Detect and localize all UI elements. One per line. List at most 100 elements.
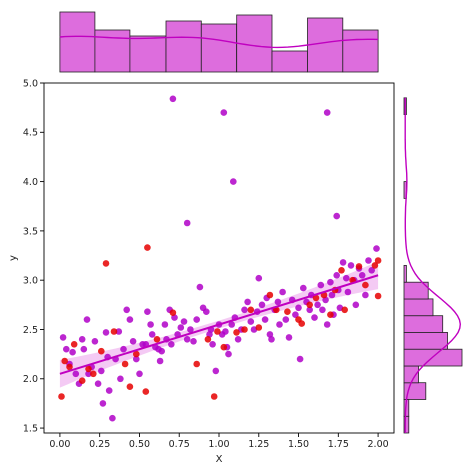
red-data-point (85, 365, 92, 373)
red-data-point (214, 328, 221, 335)
red-data-point (374, 257, 382, 264)
marginal-y-bar (403, 315, 444, 333)
purple-data-point (126, 316, 134, 323)
red-data-point (327, 311, 334, 319)
purple-data-point (177, 324, 185, 331)
purple-data-point (306, 306, 314, 314)
purple-data-point (285, 334, 293, 341)
purple-data-point (80, 345, 88, 353)
purple-data-point (193, 316, 200, 323)
purple-data-point (279, 288, 286, 296)
y-tick-label: 3.0 (23, 276, 38, 287)
purple-data-point (296, 355, 304, 363)
purple-data-point (148, 331, 156, 338)
x-tick-label: 2.00 (368, 439, 389, 450)
purple-data-point (333, 212, 341, 220)
purple-data-point (105, 387, 113, 394)
marginal-x-kde-curve (59, 35, 379, 49)
x-tick-label: 1.75 (328, 439, 349, 450)
red-data-point (210, 393, 218, 400)
y-tick-label: 2.5 (23, 325, 38, 336)
x-tick-label: 1.25 (248, 439, 269, 450)
y-tick-label: 4.0 (23, 177, 38, 188)
red-data-point (153, 336, 161, 343)
y-tick-label: 1.5 (23, 423, 38, 434)
purple-data-point (319, 306, 326, 314)
purple-data-point (282, 316, 290, 323)
purple-data-point (328, 291, 336, 299)
marginal-y-bar (403, 264, 407, 283)
purple-data-point (333, 272, 341, 279)
y-tick-label: 2.0 (23, 374, 38, 385)
purple-data-point (222, 328, 229, 335)
purple-data-point (203, 308, 210, 316)
marginal-y-bar (403, 281, 429, 300)
marginal-x-bar (342, 29, 379, 73)
purple-data-point (156, 357, 164, 365)
purple-data-point (123, 306, 130, 314)
y-tick-label: 4.5 (23, 128, 38, 139)
red-data-point (98, 347, 105, 355)
purple-data-point (109, 414, 116, 422)
red-data-point (66, 363, 73, 371)
red-data-point (193, 360, 200, 368)
red-data-point (241, 326, 248, 333)
purple-data-point (358, 272, 366, 279)
red-data-point (58, 393, 65, 400)
purple-data-point (129, 338, 137, 345)
purple-data-point (300, 284, 307, 292)
red-data-point (371, 262, 379, 269)
purple-data-point (343, 274, 350, 282)
purple-data-point (352, 301, 360, 309)
red-data-point (78, 377, 86, 385)
purple-data-point (292, 311, 299, 319)
purple-data-point (183, 336, 191, 343)
marginal-y-histogram (403, 97, 463, 434)
red-data-point (220, 343, 228, 351)
red-data-point (121, 360, 129, 368)
purple-data-point (147, 321, 154, 328)
red-data-point (102, 260, 110, 267)
main-scatter-plot (43, 82, 395, 434)
x-tick-label: 1.50 (288, 439, 309, 450)
red-data-point (298, 320, 306, 327)
marginal-x-bar (129, 35, 167, 73)
purple-data-point (230, 178, 237, 185)
red-data-point (90, 370, 97, 378)
purple-data-point (317, 281, 325, 289)
y-tick-label: 3.5 (23, 226, 38, 237)
purple-data-point (209, 341, 216, 348)
purple-data-point (98, 367, 105, 375)
x-tick-label: 0.75 (169, 439, 190, 450)
purple-data-point (274, 298, 282, 306)
purple-data-point (247, 318, 255, 325)
marginal-y-bar (403, 298, 434, 317)
red-data-point (247, 306, 255, 314)
purple-data-point (102, 329, 110, 336)
purple-data-point (136, 370, 143, 378)
red-data-point (133, 350, 140, 358)
purple-data-point (241, 306, 248, 314)
purple-data-point (78, 336, 86, 343)
marginal-x-bar (94, 29, 131, 73)
red-data-point (110, 328, 118, 335)
purple-data-point (373, 245, 380, 252)
purple-data-point (347, 262, 355, 269)
purple-data-point (220, 109, 228, 116)
purple-data-point (212, 367, 220, 375)
regression-line-group (59, 274, 379, 375)
regression-line (59, 274, 379, 375)
marginal-y-bar (403, 331, 448, 350)
marginal-x-bar (59, 11, 96, 73)
purple-data-point (261, 316, 269, 323)
marginal-y-kde-curve (404, 97, 462, 433)
purple-data-point (85, 370, 92, 378)
purple-data-point (362, 291, 369, 299)
marginal-x-bar (271, 50, 308, 73)
purple-data-point (255, 274, 263, 282)
purple-data-point (117, 375, 124, 383)
purple-data-point (225, 350, 232, 358)
purple-data-point (258, 301, 266, 309)
